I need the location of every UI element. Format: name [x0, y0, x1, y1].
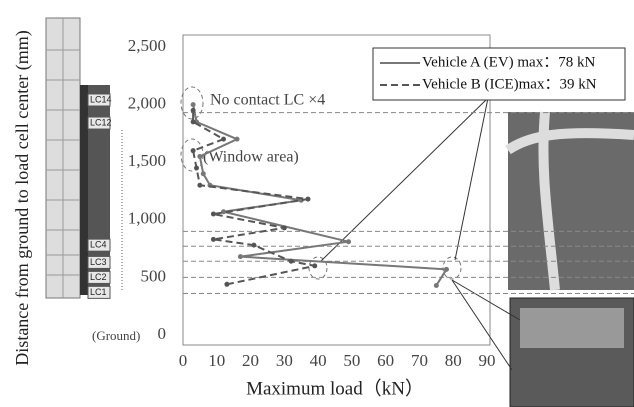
data-point	[197, 182, 203, 188]
load-cell	[87, 270, 111, 284]
x-tick-label: 70	[411, 351, 428, 370]
highlight	[180, 86, 204, 120]
data-point	[200, 171, 206, 177]
x-tick-label: 60	[377, 351, 394, 370]
load-cell-label: LC1	[90, 287, 107, 297]
y-tick-label: 0	[158, 324, 167, 343]
data-point	[210, 236, 216, 242]
data-point	[443, 266, 449, 272]
data-point	[224, 281, 230, 287]
annotation: No contact LC ×4	[210, 92, 325, 109]
legend	[372, 47, 626, 101]
data-point	[251, 242, 257, 248]
data-point	[281, 225, 287, 231]
x-tick-label: 80	[445, 351, 462, 370]
structure-sketch	[45, 17, 123, 299]
data-point	[312, 263, 318, 269]
data-point	[221, 209, 227, 215]
data-point	[194, 165, 200, 171]
data-point	[190, 119, 196, 125]
series-line	[191, 110, 315, 286]
load-cell-label: LC4	[90, 240, 107, 250]
highlight	[442, 256, 462, 280]
photo-detail	[505, 111, 634, 291]
annotation: (Window area)	[203, 149, 299, 166]
data-point	[288, 258, 294, 264]
data-point	[190, 107, 196, 113]
y-tick-label: 2,000	[128, 94, 166, 113]
load-cell	[87, 116, 111, 130]
x-tick-label: 50	[343, 351, 360, 370]
arrow	[319, 97, 521, 371]
y-tick-label: 500	[141, 266, 167, 285]
x-tick-label: 40	[310, 351, 327, 370]
x-tick-label: 0	[179, 351, 188, 370]
load-cell	[87, 93, 111, 107]
x-tick-label: 20	[242, 351, 259, 370]
load-cell	[87, 285, 111, 299]
data-point	[237, 254, 243, 260]
x-tick-label: 10	[208, 351, 225, 370]
y-axis-label: Distance from ground to load cell center…	[12, 30, 33, 365]
load-cell	[87, 238, 111, 252]
load-cell-label: LC3	[90, 257, 107, 267]
legend-label: Vehicle B (ICE)max：39 kN	[422, 76, 597, 92]
data-point	[190, 148, 196, 154]
data-point	[190, 102, 196, 108]
load-cell-label: LC14	[90, 94, 112, 104]
plot-frame	[182, 34, 491, 346]
y-tick-label: 2,500	[128, 36, 166, 55]
x-tick-label: 30	[276, 351, 293, 370]
load-cell	[87, 255, 111, 269]
y-tick-label: 1,000	[128, 209, 166, 228]
annotation: (Ground)	[92, 328, 140, 343]
data-point	[305, 196, 311, 202]
data-point	[346, 239, 352, 245]
data-point	[210, 211, 216, 217]
data-point	[433, 282, 439, 288]
y-tick-label: 1,500	[128, 151, 166, 170]
x-tick-label: 90	[479, 351, 496, 370]
series-line	[192, 104, 449, 286]
x-axis-label: Maximum load（kN）	[246, 377, 424, 399]
load-cell-label: LC12	[90, 117, 112, 127]
legend-label: Vehicle A (EV) max：78 kN	[422, 54, 595, 70]
data-point	[234, 136, 240, 142]
data-point	[197, 153, 203, 159]
photo-detail	[520, 308, 624, 348]
load-cell-label: LC2	[90, 272, 107, 282]
data-point	[221, 136, 227, 142]
